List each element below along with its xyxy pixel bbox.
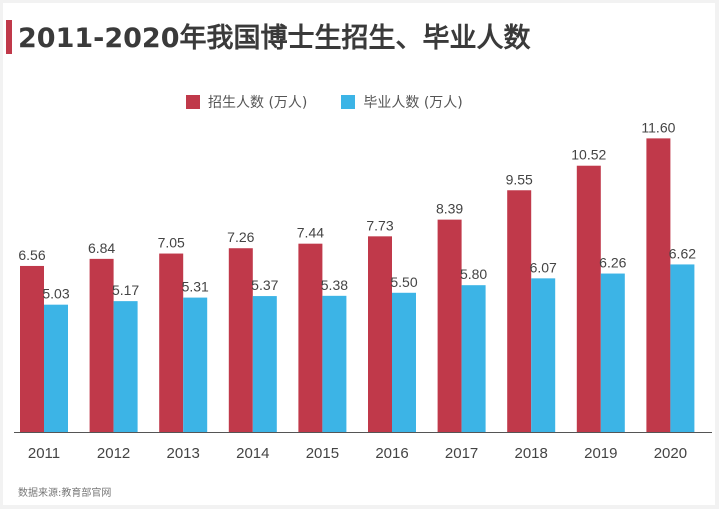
- bar-grad-2016: [392, 292, 416, 432]
- legend-swatch-enroll: [186, 95, 200, 109]
- bar-grad-2013: [183, 297, 208, 432]
- data-label-grad-2019: 6.26: [599, 255, 626, 271]
- data-label-enroll-2013: 7.05: [158, 235, 185, 251]
- data-label-enroll-2012: 6.84: [88, 240, 115, 256]
- bar-enroll-2012: [89, 258, 114, 432]
- legend: 招生人数 (万人) 毕业人数 (万人): [186, 92, 463, 112]
- data-label-enroll-2014: 7.26: [227, 229, 254, 245]
- source-note: 数据来源:教育部官网: [18, 488, 112, 499]
- bar-enroll-2019: [576, 165, 601, 432]
- legend-item-grad: 毕业人数 (万人): [341, 92, 463, 112]
- x-tick-label-2016: 2016: [375, 445, 408, 462]
- data-label-enroll-2020: 11.60: [641, 119, 675, 135]
- x-tick-label-2013: 2013: [167, 445, 200, 462]
- data-label-grad-2016: 5.50: [390, 274, 417, 290]
- bar-enroll-2020: [646, 138, 671, 432]
- x-tick-label-2015: 2015: [306, 445, 339, 462]
- bar-grad-2014: [252, 296, 277, 432]
- data-label-enroll-2016: 7.73: [366, 217, 393, 233]
- bar-grad-2012: [113, 301, 138, 432]
- bar-enroll-2013: [159, 253, 184, 432]
- data-label-grad-2018: 6.07: [530, 259, 557, 275]
- data-label-enroll-2017: 8.39: [436, 201, 463, 217]
- data-label-grad-2012: 5.17: [112, 282, 139, 298]
- legend-item-enroll: 招生人数 (万人): [186, 92, 307, 112]
- x-tick-label-2012: 2012: [97, 445, 130, 462]
- bar-grad-2019: [600, 273, 625, 432]
- legend-swatch-grad: [341, 95, 356, 109]
- chart-title: 2011-2020年我国博士生招生、毕业人数: [18, 23, 531, 54]
- x-tick-label-2019: 2019: [584, 445, 617, 462]
- legend-label-grad: 毕业人数 (万人): [363, 95, 463, 111]
- bar-enroll-2015: [298, 243, 323, 432]
- bar-enroll-2016: [368, 236, 392, 432]
- bar-enroll-2017: [437, 219, 462, 432]
- x-tick-label-2011: 2011: [28, 445, 60, 462]
- bar-grad-2011: [44, 304, 68, 432]
- bar-grad-2015: [322, 295, 347, 432]
- x-tick-label-2014: 2014: [236, 445, 269, 462]
- data-label-grad-2011: 5.03: [42, 286, 69, 302]
- x-tick-label-2017: 2017: [445, 445, 478, 462]
- data-label-grad-2015: 5.38: [321, 277, 348, 293]
- data-label-grad-2014: 5.37: [251, 277, 278, 293]
- data-label-enroll-2015: 7.44: [297, 225, 324, 241]
- x-tick-label-2018: 2018: [515, 445, 548, 462]
- bar-grad-2020: [670, 264, 695, 432]
- data-label-grad-2013: 5.31: [182, 279, 209, 295]
- bar-grad-2017: [461, 285, 486, 432]
- legend-label-enroll: 招生人数 (万人): [208, 95, 308, 111]
- data-label-grad-2020: 6.62: [669, 245, 696, 261]
- bar-enroll-2018: [507, 190, 532, 432]
- bar-enroll-2011: [20, 265, 44, 432]
- data-label-grad-2017: 5.80: [460, 266, 487, 282]
- x-tick-label-2020: 2020: [654, 445, 687, 462]
- bar-grad-2018: [531, 278, 556, 432]
- data-label-enroll-2019: 10.52: [571, 147, 606, 163]
- bar-enroll-2014: [228, 248, 253, 432]
- data-label-enroll-2018: 9.55: [506, 171, 533, 187]
- title-accent-bar: [6, 20, 12, 54]
- data-label-enroll-2011: 6.56: [18, 247, 45, 263]
